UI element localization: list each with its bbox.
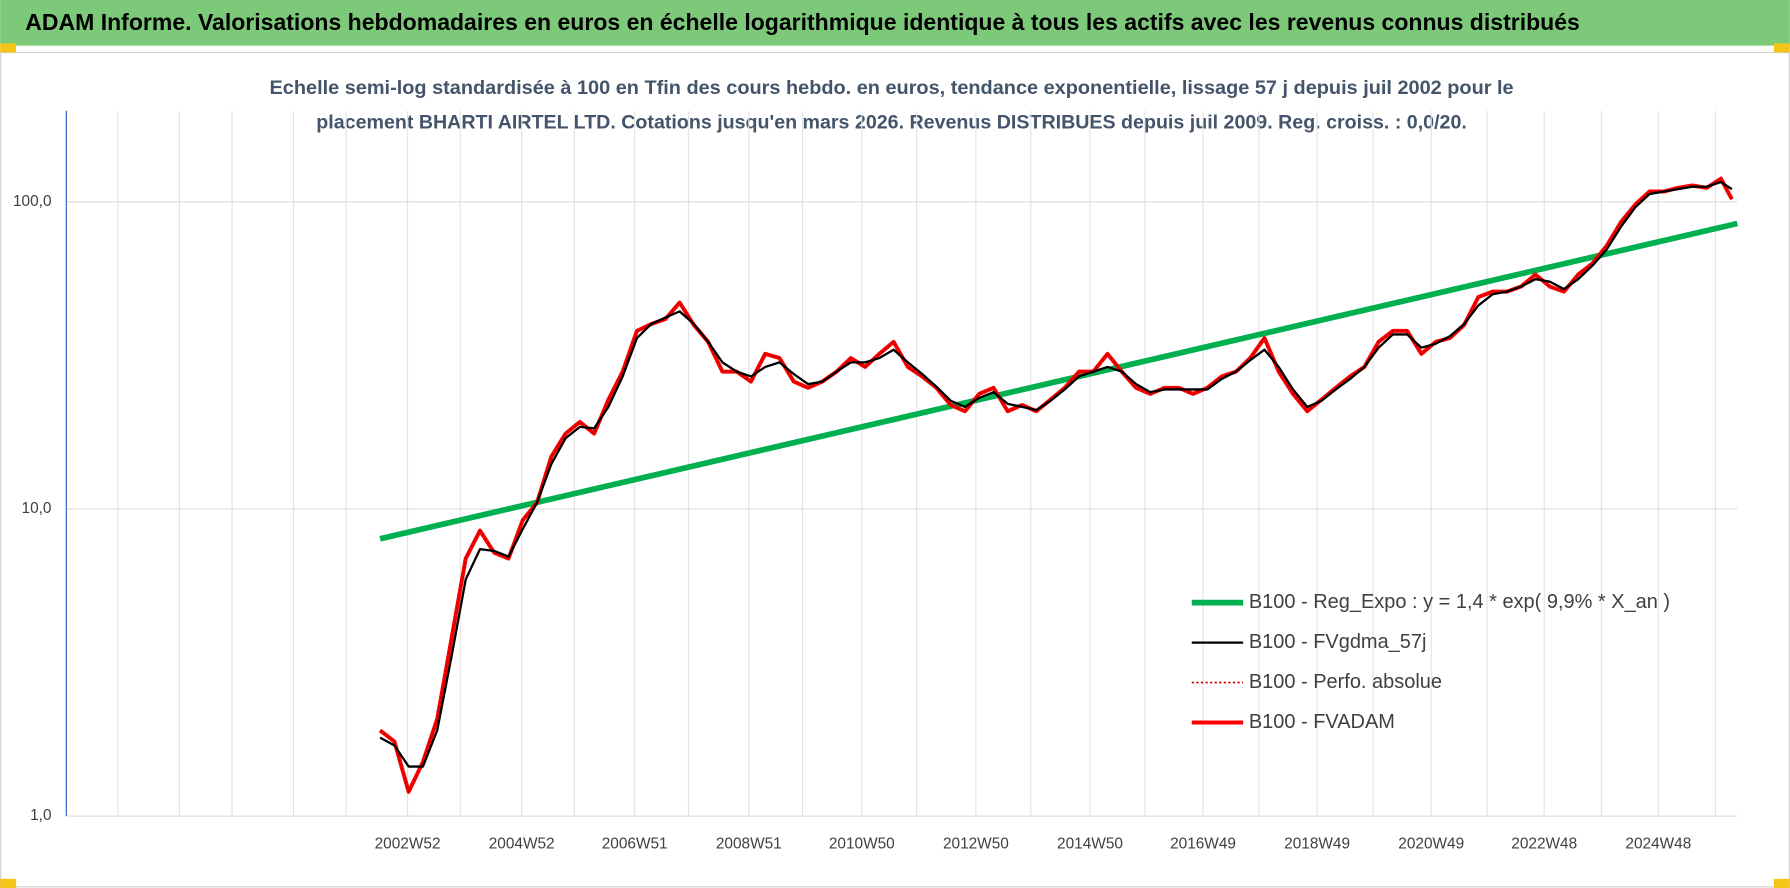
y-tick-label: 100,0 [13, 193, 52, 210]
chart-frame [0, 51, 1790, 888]
legend-label: B100 - Perfo. absolue [1249, 671, 1442, 693]
corner [1773, 878, 1790, 888]
x-tick-label: 2006W51 [602, 836, 668, 853]
series-line [379, 220, 1738, 542]
chart-subtitle: placement BHARTI AIRTEL LTD. Cotations j… [316, 111, 1467, 133]
chart-title: ADAM Informe. Valorisations hebdomadaire… [25, 9, 1580, 35]
x-tick-label: 2004W52 [489, 836, 555, 853]
chart-subtitle: Echelle semi-log standardisée à 100 en T… [270, 77, 1514, 99]
y-tick-label: 1,0 [30, 807, 51, 824]
x-tick-label: 2018W49 [1284, 836, 1350, 853]
corner [0, 43, 17, 53]
x-tick-label: 2022W48 [1511, 836, 1577, 853]
x-tick-label: 2016W49 [1170, 836, 1236, 853]
title-bar [0, 0, 1790, 46]
legend-label: B100 - FVgdma_57j [1249, 631, 1427, 653]
series-line [379, 180, 1733, 768]
x-tick-label: 2012W50 [943, 836, 1009, 853]
x-tick-label: 2024W48 [1625, 836, 1691, 853]
legend-label: B100 - FVADAM [1249, 711, 1395, 733]
legend-label: B100 - Reg_Expo : y = 1,4 * exp( 9,9% * … [1249, 591, 1670, 613]
x-tick-label: 2010W50 [829, 836, 895, 853]
x-tick-label: 2014W50 [1057, 836, 1123, 853]
x-tick-label: 2008W51 [716, 836, 782, 853]
corner [1773, 43, 1790, 53]
y-tick-label: 10,0 [22, 500, 52, 517]
corner [0, 878, 17, 888]
x-tick-label: 2002W52 [375, 836, 441, 853]
x-tick-label: 2020W49 [1398, 836, 1464, 853]
